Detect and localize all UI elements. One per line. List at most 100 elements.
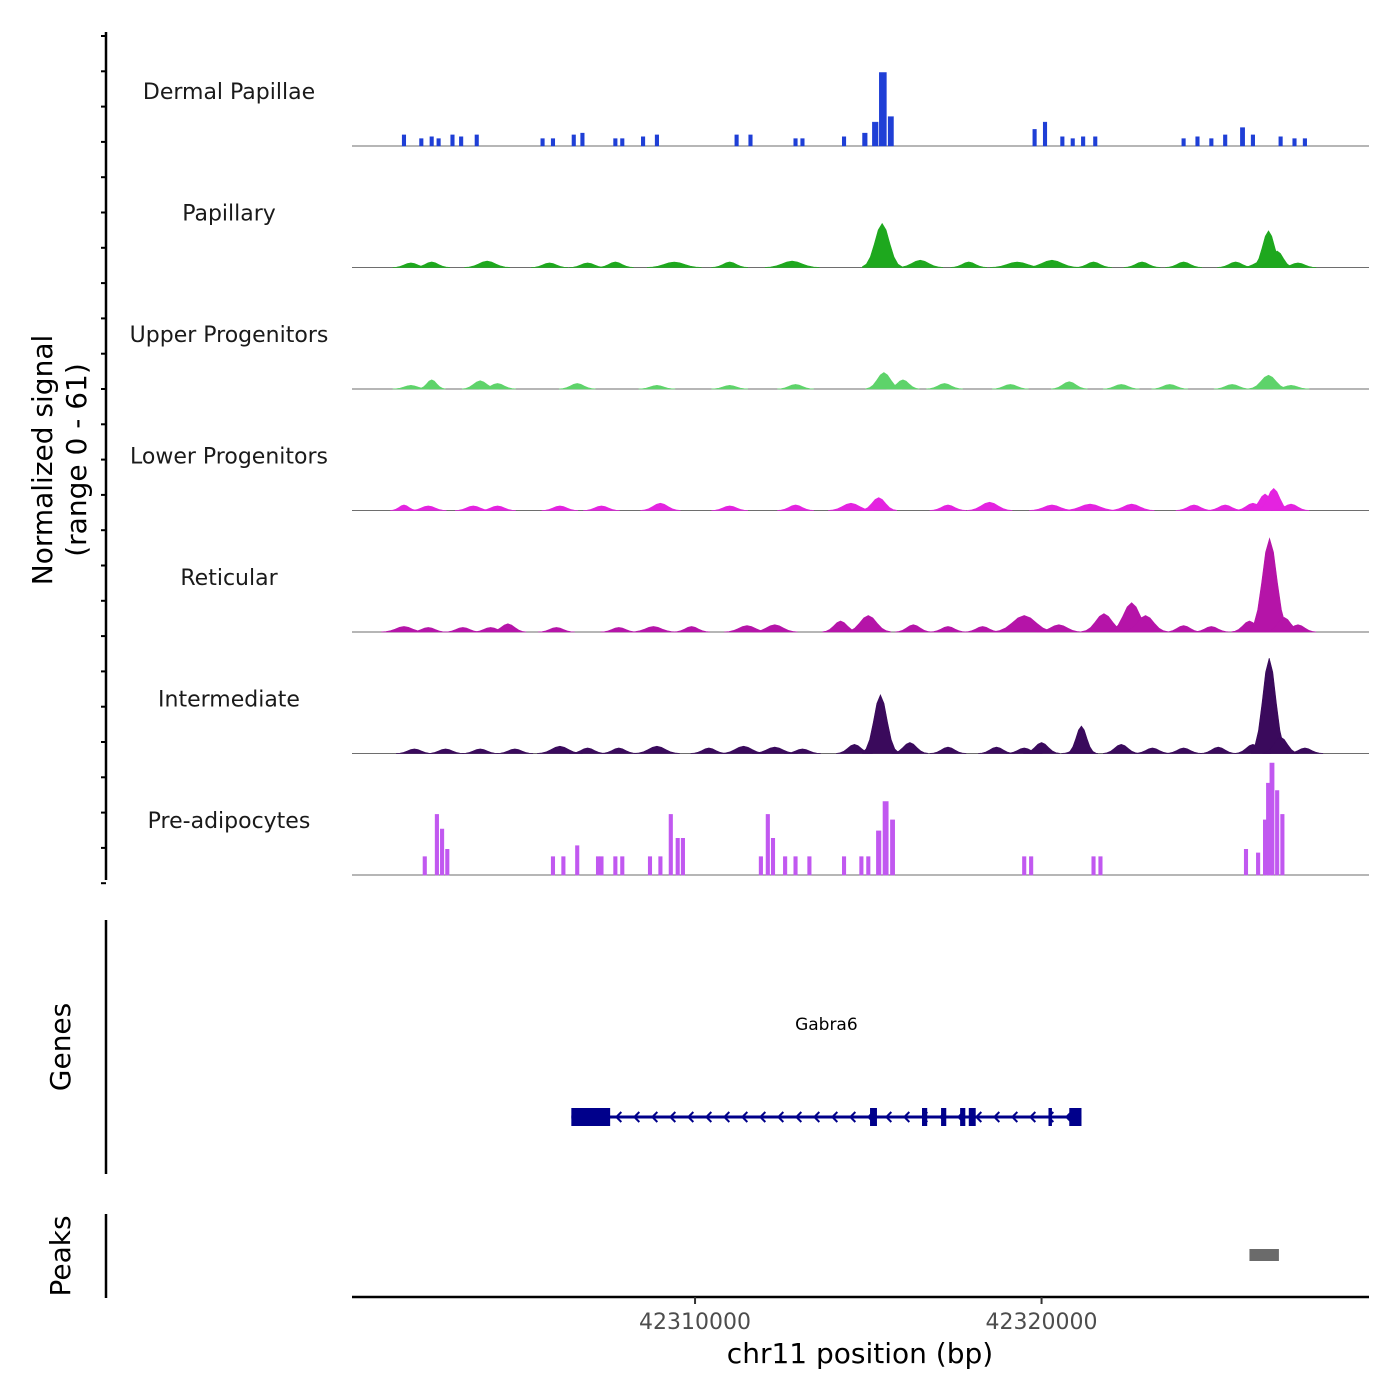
signal-peak xyxy=(1256,852,1261,876)
signal-peak xyxy=(950,261,988,268)
signal-peak xyxy=(541,505,579,511)
track-label: Papillary xyxy=(182,202,276,227)
signal-peak xyxy=(409,627,447,633)
signal-peak xyxy=(1278,136,1283,147)
signal-peak xyxy=(862,222,903,268)
signal-peak xyxy=(479,505,516,511)
signal-peak xyxy=(711,505,748,511)
signal-peak xyxy=(538,627,575,633)
signal-peak xyxy=(1075,261,1112,268)
signal-peak xyxy=(599,856,604,876)
signal-peak xyxy=(569,747,606,754)
y-axis-title: Normalized signal xyxy=(26,335,59,586)
signal-peak xyxy=(646,261,702,268)
signal-peak xyxy=(891,742,929,754)
signal-peak xyxy=(461,748,499,754)
signal-peak xyxy=(1286,747,1324,754)
signal-track: Papillary xyxy=(182,202,1369,268)
signal-peak xyxy=(580,132,585,147)
signal-peak xyxy=(474,134,479,147)
strand-arrow xyxy=(1010,1111,1019,1123)
signal-peak xyxy=(845,615,892,633)
genes-track-title: Genes xyxy=(44,1003,77,1091)
signal-peak xyxy=(620,138,625,147)
signal-peak xyxy=(1165,747,1202,754)
signal-peak xyxy=(613,138,618,147)
signal-peak xyxy=(630,626,677,633)
signal-track: Dermal Papillae xyxy=(143,72,1369,147)
signal-peak xyxy=(396,748,433,754)
strand-arrow xyxy=(884,1111,893,1123)
signal-track: Lower Progenitors xyxy=(130,445,1369,511)
strand-arrow xyxy=(686,1111,695,1123)
gene-exon xyxy=(941,1108,947,1126)
signal-peak xyxy=(1195,136,1200,147)
signal-peak xyxy=(1175,504,1213,511)
signal-peak xyxy=(654,134,659,147)
signal-peak xyxy=(1081,136,1086,147)
gene-exon xyxy=(1069,1108,1082,1126)
signal-peak xyxy=(929,626,967,633)
signal-peak xyxy=(978,746,1015,754)
signal-peak xyxy=(966,501,1013,511)
signal-peak xyxy=(658,856,663,876)
track-label: Lower Progenitors xyxy=(130,445,328,470)
track-label: Intermediate xyxy=(158,688,300,713)
signal-peak xyxy=(807,856,812,876)
signal-peak xyxy=(1024,259,1080,268)
signal-peak xyxy=(734,134,739,147)
gene-name-label: Gabra6 xyxy=(795,1015,858,1035)
signal-peak xyxy=(390,504,418,511)
signal-peak xyxy=(866,856,871,876)
peaks-track-title: Peaks xyxy=(44,1215,77,1296)
signal-peak xyxy=(479,383,516,390)
signal-track: Upper Progenitors xyxy=(130,323,1369,390)
signal-peak xyxy=(1151,384,1189,390)
signal-peak xyxy=(1248,374,1289,390)
signal-peak xyxy=(647,856,653,876)
signal-peak xyxy=(496,748,534,754)
signal-peak xyxy=(550,138,556,147)
signal-peak xyxy=(445,848,450,876)
signal-peak xyxy=(690,747,728,754)
x-tick-label: 42320000 xyxy=(986,1310,1098,1335)
signal-peak xyxy=(1060,136,1065,147)
signal-peak xyxy=(417,379,446,390)
signal-peak xyxy=(600,627,638,633)
signal-peak xyxy=(777,384,814,390)
signal-peak xyxy=(558,383,596,390)
strand-arrow xyxy=(722,1111,731,1123)
signal-peak xyxy=(770,837,776,876)
signal-peak xyxy=(613,856,618,876)
signal-track: Reticular xyxy=(180,537,1369,633)
signal-peak xyxy=(1134,747,1171,754)
signal-peak xyxy=(876,830,882,876)
signal-peak xyxy=(1036,624,1082,633)
signal-peak xyxy=(668,814,673,876)
signal-peak xyxy=(638,385,676,390)
signal-peak xyxy=(872,121,879,147)
x-axis-title: chr11 position (bp) xyxy=(727,1337,993,1370)
signal-peak xyxy=(1029,504,1075,511)
signal-peak xyxy=(1302,138,1307,147)
signal-peak xyxy=(841,136,847,147)
signal-peak xyxy=(640,502,681,511)
signal-peak xyxy=(1098,856,1103,876)
signal-peak xyxy=(1206,504,1244,511)
gene-exon xyxy=(922,1108,928,1126)
track-label: Upper Progenitors xyxy=(130,323,329,348)
strand-arrow xyxy=(632,1111,641,1123)
strand-arrow xyxy=(974,1111,983,1123)
strand-arrow xyxy=(704,1111,713,1123)
signal-peak xyxy=(859,856,864,876)
y-axis-range: (range 0 - 61) xyxy=(60,363,93,557)
signal-peak xyxy=(620,856,625,876)
signal-peak xyxy=(489,623,527,633)
signal-peak xyxy=(1223,134,1228,147)
signal-peak xyxy=(569,262,606,268)
signal-peak xyxy=(1240,127,1245,147)
signal-peak xyxy=(1023,742,1060,754)
signal-peak xyxy=(860,497,897,511)
signal-peak xyxy=(1102,384,1140,390)
